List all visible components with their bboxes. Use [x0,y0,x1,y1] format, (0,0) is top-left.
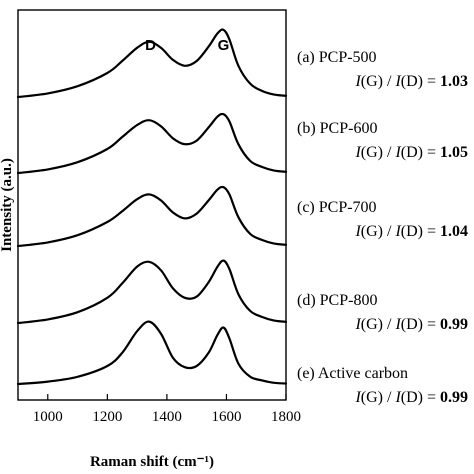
x-tick-label: 1200 [92,409,122,425]
sample-label-2: (b) PCP-600 [297,120,377,137]
ratio-label-1: I(G) / I(D) = 1.03 [354,73,468,90]
plot-frame [17,9,287,401]
peak-label-G: G [218,37,230,54]
x-tick-label: 1400 [152,409,182,425]
annotations: (a) PCP-500 I(G) / I(D) = 1.03 (b) PCP-600… [297,49,468,406]
ratio-label-5: I(G) / I(D) = 0.99 [354,389,468,406]
ratio-value-5: 0.99 [440,389,468,406]
x-tick-label: 1000 [33,409,63,425]
x-tick-label: 1800 [271,409,301,425]
sample-label-5: (e) Active carbon [297,365,408,382]
peak-label-D: D [145,37,156,54]
x-axis-title: Raman shift (cm⁻¹) [90,454,214,470]
ratio-label-2: I(G) / I(D) = 1.05 [354,144,468,161]
spectrum-line-2 [16,112,288,175]
ratio-value-1: 1.03 [440,73,468,90]
ratio-label-4: I(G) / I(D) = 0.99 [354,316,468,333]
spectrum-line-3 [16,185,288,248]
ratio-value-2: 1.05 [440,144,468,161]
ratio-value-4: 0.99 [440,316,468,333]
ratio-label-3: I(G) / I(D) = 1.04 [354,223,468,240]
spectrum-line-5 [16,320,288,386]
spectra [16,28,288,386]
sample-label-4: (d) PCP-800 [297,292,377,309]
spectrum-line-1 [16,28,288,99]
y-axis-title: Intensity (a.u.) [0,158,15,252]
x-axis-ticks: 1000 1200 1400 1600 1800 [33,394,301,425]
sample-label-3: (c) PCP-700 [297,199,377,216]
ratio-value-3: 1.04 [440,223,468,240]
spectrum-line-4 [16,259,288,325]
sample-label-1: (a) PCP-500 [297,49,377,66]
x-tick-label: 1600 [211,409,241,425]
